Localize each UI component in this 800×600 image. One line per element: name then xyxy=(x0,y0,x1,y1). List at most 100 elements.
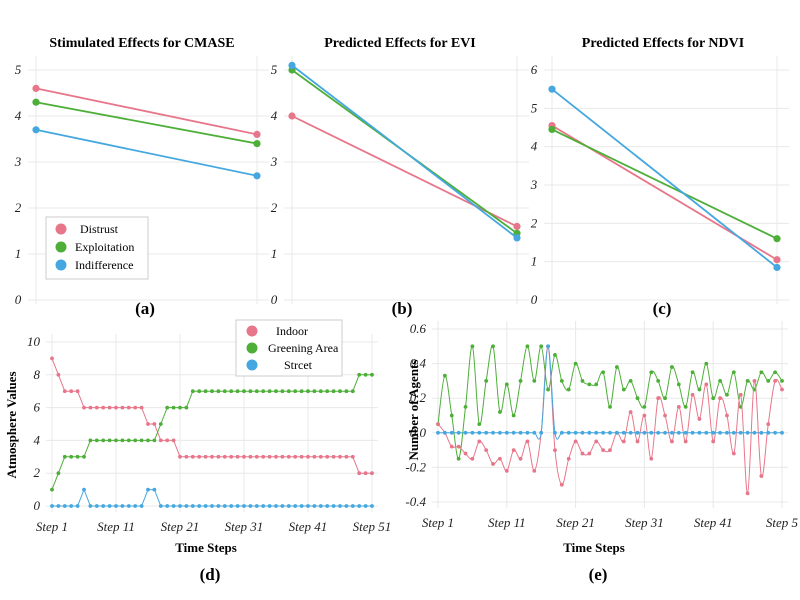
ytick-d-2: 4 xyxy=(34,432,41,447)
point-e-2-29 xyxy=(635,430,640,435)
point-d-0-29 xyxy=(235,454,240,459)
ytick-c-0: 0 xyxy=(531,292,538,307)
point-d-0-10 xyxy=(114,405,118,410)
point-d-1-3 xyxy=(69,454,74,459)
ytick-e-1: -0.2 xyxy=(405,459,426,474)
point-d-0-12 xyxy=(126,405,131,410)
point-d-1-0 xyxy=(50,487,54,492)
point-e-2-8 xyxy=(491,430,495,435)
point-d-2-29 xyxy=(235,504,240,508)
ytick-c-5: 5 xyxy=(531,100,538,115)
point-b-2-0 xyxy=(288,61,296,69)
ytick-c-3: 3 xyxy=(530,177,538,192)
point-e-0-19 xyxy=(566,387,571,392)
point-e-1-6 xyxy=(477,439,482,444)
point-e-0-26 xyxy=(614,365,619,369)
point-e-1-14 xyxy=(532,468,537,473)
point-e-2-14 xyxy=(532,430,537,435)
point-c-1-1 xyxy=(773,235,781,243)
point-e-1-35 xyxy=(676,404,681,409)
point-d-2-33 xyxy=(261,504,266,508)
point-e-2-15 xyxy=(539,430,544,435)
point-d-2-8 xyxy=(101,504,106,508)
point-e-0-30 xyxy=(642,404,647,409)
point-d-1-8 xyxy=(101,438,106,443)
point-d-0-28 xyxy=(229,454,234,459)
point-e-2-38 xyxy=(697,430,702,435)
point-d-0-40 xyxy=(306,454,310,459)
point-e-1-17 xyxy=(553,448,557,452)
point-d-2-13 xyxy=(133,504,138,508)
point-b-2-1 xyxy=(513,234,521,242)
point-d-0-7 xyxy=(94,405,99,410)
xtick-d-3: Step 31 xyxy=(225,519,264,534)
point-e-0-11 xyxy=(511,413,516,418)
point-d-0-31 xyxy=(248,454,253,459)
series-line-b-2 xyxy=(291,64,518,239)
point-e-1-8 xyxy=(491,462,495,466)
legend-a-indifference-marker xyxy=(55,259,67,271)
point-d-1-9 xyxy=(107,438,112,443)
panel-c: Predicted Effects for NDVI 0 1 2 3 4 5 6 (c) xyxy=(530,36,789,318)
panel-a-label: (a) xyxy=(135,299,155,318)
point-d-1-44 xyxy=(331,389,336,394)
point-e-0-22 xyxy=(587,382,592,387)
point-e-0-36 xyxy=(683,404,688,409)
point-d-1-25 xyxy=(210,389,214,394)
legend-d-greening-marker xyxy=(246,342,258,354)
point-d-0-37 xyxy=(286,454,291,459)
point-d-1-34 xyxy=(267,389,272,394)
point-d-0-25 xyxy=(210,454,214,459)
ytick-a-5: 5 xyxy=(15,62,22,77)
point-a-0-0 xyxy=(32,84,40,92)
legend-d-street-marker xyxy=(246,359,258,371)
point-d-0-42 xyxy=(318,454,323,459)
point-e-0-17 xyxy=(553,353,557,357)
point-d-2-12 xyxy=(126,504,131,508)
point-d-0-39 xyxy=(299,454,304,459)
point-e-0-20 xyxy=(573,361,578,366)
point-e-2-37 xyxy=(690,430,695,435)
point-e-0-15 xyxy=(539,344,544,349)
point-a-0-1 xyxy=(253,130,261,138)
point-a-1-1 xyxy=(253,140,261,148)
point-e-0-24 xyxy=(601,370,606,375)
point-d-1-6 xyxy=(88,438,93,443)
point-e-0-29 xyxy=(635,396,640,401)
point-d-1-31 xyxy=(248,389,253,394)
point-e-2-1 xyxy=(442,430,447,435)
point-e-1-13 xyxy=(525,439,530,444)
point-e-2-23 xyxy=(594,430,599,435)
point-b-0-1 xyxy=(513,222,521,230)
point-d-0-35 xyxy=(274,454,278,459)
point-e-1-22 xyxy=(587,451,592,456)
point-e-1-19 xyxy=(566,456,571,461)
point-d-2-41 xyxy=(312,504,317,508)
point-e-1-3 xyxy=(456,444,461,449)
series-line-c-1 xyxy=(551,128,778,240)
point-e-0-49 xyxy=(773,370,778,375)
point-d-2-26 xyxy=(216,504,221,508)
ytick-a-4: 4 xyxy=(15,108,22,123)
point-e-2-21 xyxy=(580,430,585,435)
point-d-1-39 xyxy=(299,389,304,394)
point-e-0-50 xyxy=(780,379,784,383)
point-e-1-34 xyxy=(670,439,674,444)
point-d-1-50 xyxy=(370,372,374,377)
point-d-0-48 xyxy=(357,471,362,476)
point-e-1-40 xyxy=(711,439,716,444)
panel-a-title: Stimulated Effects for CMASE xyxy=(49,36,234,51)
point-e-0-35 xyxy=(676,382,681,387)
point-d-0-44 xyxy=(331,454,336,459)
ytick-b-2: 2 xyxy=(271,200,278,215)
point-e-0-10 xyxy=(504,382,509,387)
point-e-2-44 xyxy=(738,430,743,435)
point-e-1-23 xyxy=(594,439,599,444)
ytick-c-1: 1 xyxy=(531,254,538,269)
point-e-2-11 xyxy=(511,430,516,435)
point-d-2-47 xyxy=(350,504,355,508)
point-d-2-25 xyxy=(210,504,214,508)
point-d-2-19 xyxy=(171,504,176,508)
